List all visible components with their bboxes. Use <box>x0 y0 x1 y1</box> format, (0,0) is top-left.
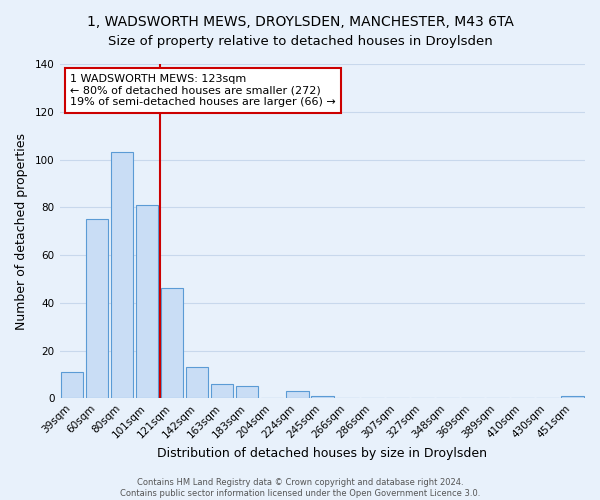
Bar <box>136 205 158 398</box>
Y-axis label: Number of detached properties: Number of detached properties <box>15 132 28 330</box>
Bar <box>161 288 184 399</box>
Text: 1 WADSWORTH MEWS: 123sqm
← 80% of detached houses are smaller (272)
19% of semi-: 1 WADSWORTH MEWS: 123sqm ← 80% of detach… <box>70 74 336 107</box>
Bar <box>86 219 109 398</box>
Bar <box>211 384 233 398</box>
Bar <box>286 391 308 398</box>
Bar <box>561 396 584 398</box>
Text: Contains HM Land Registry data © Crown copyright and database right 2024.
Contai: Contains HM Land Registry data © Crown c… <box>120 478 480 498</box>
X-axis label: Distribution of detached houses by size in Droylsden: Distribution of detached houses by size … <box>157 447 487 460</box>
Bar <box>311 396 334 398</box>
Text: 1, WADSWORTH MEWS, DROYLSDEN, MANCHESTER, M43 6TA: 1, WADSWORTH MEWS, DROYLSDEN, MANCHESTER… <box>86 15 514 29</box>
Bar <box>111 152 133 398</box>
Bar <box>186 368 208 398</box>
Bar <box>236 386 259 398</box>
Bar <box>61 372 83 398</box>
Text: Size of property relative to detached houses in Droylsden: Size of property relative to detached ho… <box>107 35 493 48</box>
